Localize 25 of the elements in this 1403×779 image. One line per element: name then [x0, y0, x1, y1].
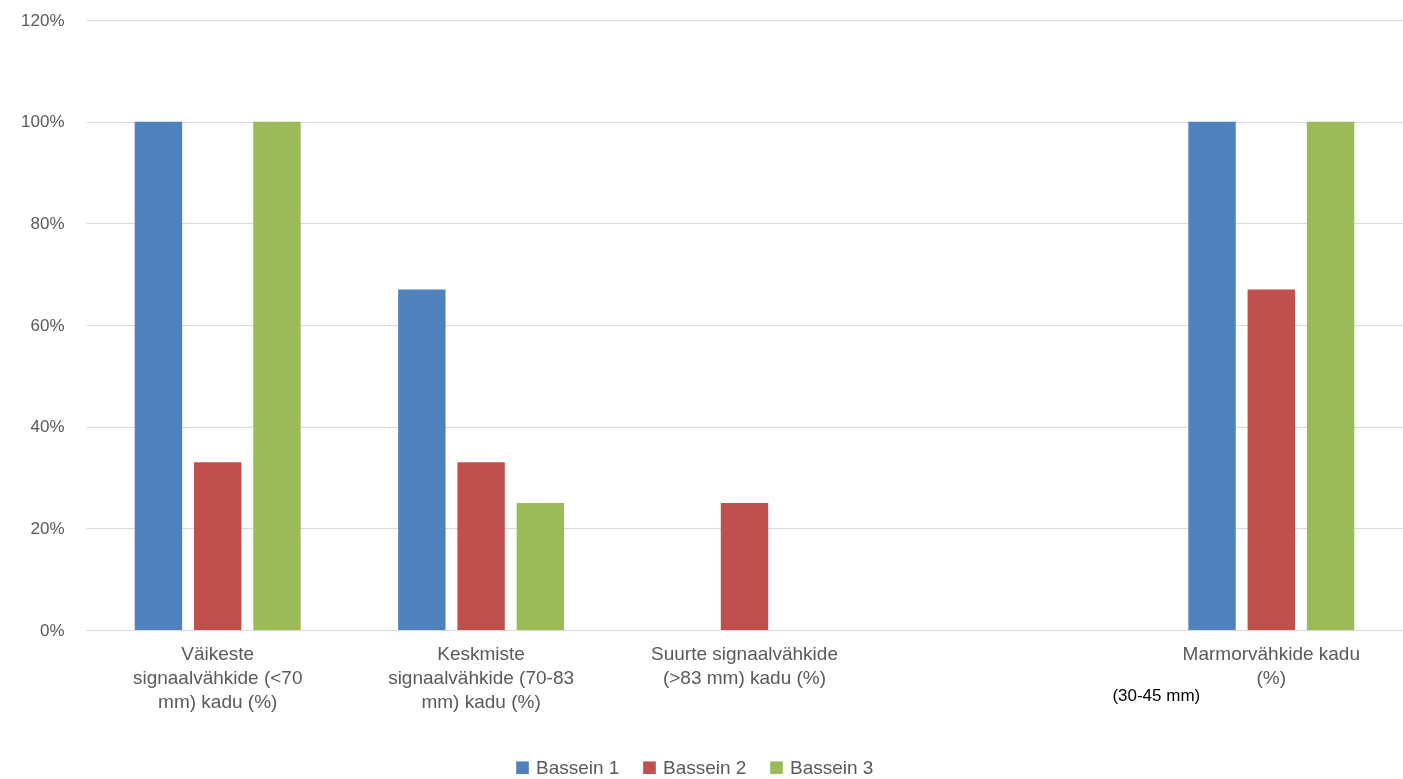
- x-tick-label: Väikeste signaalvähkide (<70 mm) kadu (%): [132, 642, 303, 712]
- bar: [253, 121, 301, 630]
- bar: [398, 289, 446, 630]
- bar: [1306, 121, 1355, 630]
- legend-label: Bassein 2: [663, 756, 747, 778]
- y-tick-label: 100%: [21, 112, 65, 132]
- bar: [1188, 121, 1236, 630]
- x-tick-label: Marmorvähkide kadu (%): [1182, 642, 1361, 688]
- y-tick-label: 20%: [30, 518, 65, 538]
- bar: [457, 462, 505, 630]
- y-tick-label: 120%: [21, 10, 65, 30]
- y-tick-label: 40%: [30, 417, 65, 437]
- bar: [516, 502, 565, 630]
- legend-label: Bassein 1: [536, 756, 620, 778]
- bar: [193, 462, 242, 630]
- y-tick-label: 80%: [30, 213, 65, 233]
- x-tick-label: Suurte signaalvähkide (>83 mm) kadu (%): [651, 642, 838, 688]
- bar: [134, 121, 183, 630]
- y-tick-label: 0%: [39, 620, 65, 640]
- bar: [1247, 289, 1296, 630]
- y-tick-label: 60%: [30, 315, 65, 335]
- legend-label: Bassein 3: [790, 756, 874, 778]
- text: (30-45 mm): [1112, 686, 1201, 705]
- bar: [720, 502, 769, 630]
- x-tick-label: Keskmiste signaalvähkide (70-83 mm) kadu (%): [388, 642, 575, 712]
